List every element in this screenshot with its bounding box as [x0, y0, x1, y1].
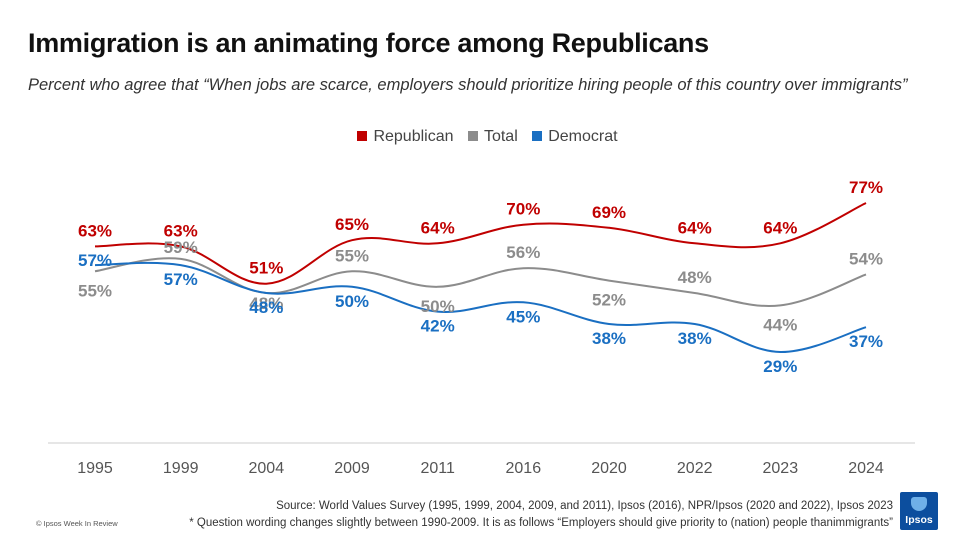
data-label-democrat-2023: 29% [763, 357, 797, 376]
data-label-republican-2020: 69% [592, 203, 626, 222]
data-label-democrat-2016: 45% [506, 307, 540, 326]
legend-label-total: Total [483, 128, 518, 145]
x-tick-label-2009: 2009 [334, 460, 370, 477]
legend-swatch-total [467, 131, 478, 141]
data-label-total-2011: 50% [421, 297, 455, 316]
chart-title: Immigration is an animating force among … [28, 28, 709, 58]
x-tick-label-1995: 1995 [77, 460, 113, 477]
series-line-republican [94, 202, 867, 285]
source-line: Source: World Values Survey (1995, 1999,… [276, 500, 893, 512]
series-layer [94, 202, 867, 354]
data-label-republican-2022: 64% [678, 218, 712, 237]
label-layer: 63% 63% 51% 65% 64% 70% 69% 64% 64% 77% 55% 59% 48% 5… [78, 178, 883, 376]
series-line-total [94, 257, 867, 308]
data-label-democrat-2024: 37% [849, 332, 883, 351]
data-label-republican-1999: 63% [164, 221, 198, 240]
logo-text: Ipsos [905, 514, 933, 526]
data-label-republican-2009: 65% [335, 215, 369, 234]
data-label-republican-1995: 63% [78, 221, 112, 240]
data-label-republican-2004: 51% [249, 259, 283, 278]
data-label-total-1995: 55% [78, 281, 112, 300]
source-note: Source: World Values Survey (1995, 1999,… [189, 498, 893, 532]
data-label-democrat-1995: 57% [78, 251, 112, 270]
data-label-republican-2011: 64% [421, 218, 455, 237]
footnote-line: * Question wording changes slightly betw… [189, 517, 893, 529]
logo-mark-icon [911, 497, 927, 511]
data-label-republican-2016: 70% [506, 200, 540, 219]
x-tick-label-2011: 2011 [420, 460, 455, 477]
data-label-democrat-1999: 57% [164, 270, 198, 289]
data-label-total-2016: 56% [506, 243, 540, 262]
data-label-democrat-2022: 38% [678, 329, 712, 348]
data-label-total-2022: 48% [678, 268, 712, 287]
data-label-total-2004: 48% [249, 294, 283, 313]
data-label-democrat-2011: 42% [421, 317, 455, 336]
x-tick-label-2004: 2004 [249, 460, 285, 477]
legend-swatch-republican [357, 131, 368, 141]
ipsos-logo: Ipsos [900, 492, 938, 530]
copyright: © Ipsos Week In Review [36, 519, 118, 528]
legend-item-total: Total [467, 128, 518, 146]
legend-label-republican: Republican [373, 128, 454, 145]
x-axis-ticks: 1995 1999 2004 2009 2011 2016 2020 2022 2023 2024 [77, 460, 884, 477]
data-label-democrat-2020: 38% [592, 329, 626, 348]
x-tick-label-2023: 2023 [763, 460, 799, 477]
x-tick-label-2020: 2020 [591, 460, 627, 477]
data-label-total-1999: 59% [164, 238, 198, 257]
data-label-total-2023: 44% [763, 315, 797, 334]
x-tick-label-2022: 2022 [677, 460, 713, 477]
data-label-total-2020: 52% [592, 291, 626, 310]
data-label-democrat-2004: 48% [249, 298, 283, 317]
chart-subtitle: Percent who agree that “When jobs are sc… [28, 76, 908, 94]
x-tick-label-2016: 2016 [506, 460, 542, 477]
data-label-republican-2024: 77% [849, 178, 883, 197]
legend-swatch-democrat [532, 131, 543, 141]
x-tick-label-1999: 1999 [163, 460, 199, 477]
data-label-total-2009: 55% [335, 246, 369, 265]
legend-item-democrat: Democrat [532, 128, 618, 146]
data-label-republican-2023: 64% [763, 218, 797, 237]
legend: Republican Total Democrat [0, 128, 975, 146]
x-tick-label-2024: 2024 [848, 460, 884, 477]
data-label-total-2024: 54% [849, 249, 883, 268]
series-line-democrat [94, 261, 867, 354]
data-label-democrat-2009: 50% [335, 292, 369, 311]
legend-label-democrat: Democrat [548, 128, 618, 145]
legend-item-republican: Republican [357, 128, 454, 146]
